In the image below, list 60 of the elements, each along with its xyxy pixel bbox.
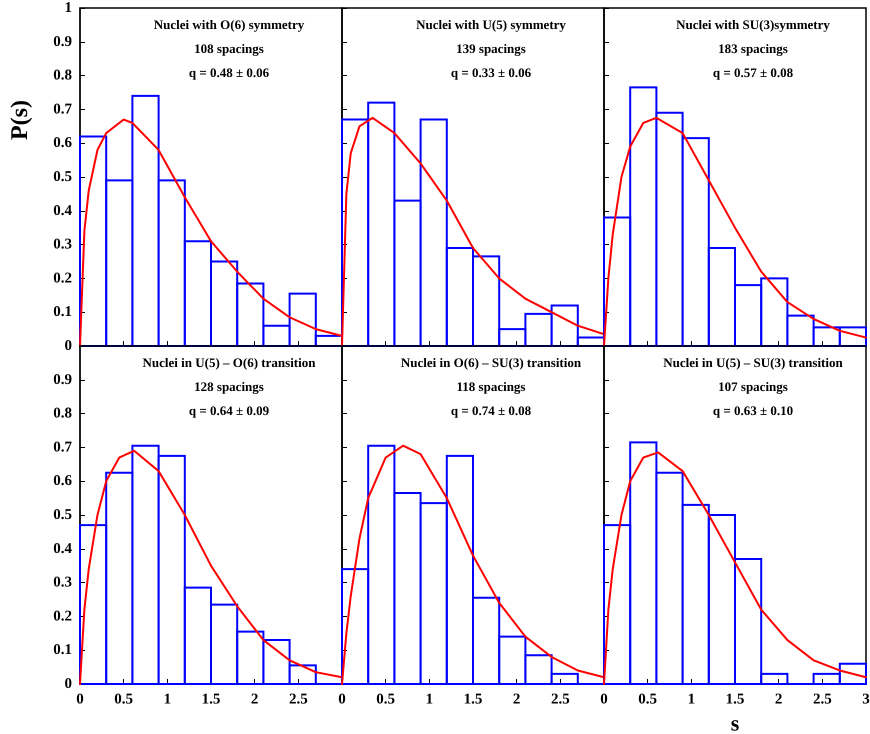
x-tick-label: 2.5 (812, 692, 832, 708)
y-tick-label: 0.2 (53, 270, 72, 286)
x-tick-label: 0.5 (638, 692, 658, 708)
x-tick-label: 0 (600, 692, 608, 708)
y-tick-label: 0.5 (53, 507, 72, 523)
annotation: q = 0.63 ± 0.10 (712, 403, 794, 418)
x-tick-label: 1.5 (726, 692, 744, 708)
x-tick-label: 1 (164, 692, 172, 708)
x-tick-label: 0 (338, 692, 346, 708)
x-tick-label: 0 (76, 692, 84, 708)
annotation: Nuclei with SU(3)symmetry (676, 17, 830, 32)
annotation: Nuclei in O(6) – SU(3) transition (400, 355, 582, 370)
annotation: q = 0.64 ± 0.09 (188, 403, 270, 418)
y-tick-label: 0.5 (53, 169, 72, 185)
y-tick-label: 0 (64, 676, 72, 692)
y-tick-label: 0.1 (53, 642, 72, 658)
annotation: Nuclei in U(5) – SU(3) transition (663, 355, 844, 370)
annotation: 183 spacings (718, 41, 788, 56)
y-tick-label: 0.4 (53, 540, 72, 557)
annotation: q = 0.48 ± 0.06 (188, 65, 270, 80)
x-tick-label: 3 (862, 692, 870, 708)
y-tick-label: 0.9 (53, 372, 72, 388)
y-tick-label: 0.7 (53, 439, 72, 456)
annotation: Nuclei with U(5) symmetry (416, 17, 566, 32)
y-tick-label: 0.6 (53, 473, 72, 490)
y-tick-label: 0.8 (53, 406, 72, 422)
annotation: q = 0.74 ± 0.08 (450, 403, 532, 418)
annotation: 128 spacings (194, 379, 264, 394)
y-tick-label: 0.9 (53, 34, 72, 50)
x-tick-label: 1.5 (202, 692, 220, 708)
y-tick-label: 0.8 (53, 68, 72, 84)
x-axis-title: s (730, 710, 740, 734)
x-tick-label: 1 (688, 692, 696, 708)
annotation: q = 0.33 ± 0.06 (450, 65, 532, 80)
annotation: q = 0.57 ± 0.08 (712, 65, 794, 80)
y-tick-label: 0.1 (53, 304, 72, 320)
y-tick-label: 1 (64, 0, 72, 16)
y-tick-label: 0.6 (53, 135, 72, 152)
y-tick-label: 0.2 (53, 608, 72, 624)
x-tick-label: 2.5 (550, 692, 570, 708)
x-tick-label: 0.5 (114, 692, 134, 708)
annotation: 139 spacings (456, 41, 526, 56)
x-tick-label: 1.5 (464, 692, 482, 708)
annotation: 108 spacings (194, 41, 264, 56)
x-tick-label: 1 (426, 692, 434, 708)
y-tick-label: 0.3 (53, 236, 72, 253)
y-tick-label: 0.3 (53, 574, 72, 591)
annotation: Nuclei in U(5) – O(6) transition (142, 355, 316, 370)
x-tick-label: 2 (512, 692, 520, 708)
y-tick-label: 0.7 (53, 101, 72, 118)
x-tick-label: 2.5 (288, 692, 308, 708)
annotation: 107 spacings (718, 379, 788, 394)
annotation: 118 spacings (456, 379, 526, 394)
annotation: Nuclei with O(6) symmetry (154, 17, 305, 32)
y-tick-label: 0.4 (53, 202, 72, 219)
x-tick-label: 2 (250, 692, 258, 708)
y-tick-label: 0 (64, 338, 72, 354)
y-axis-title: P(s) (7, 100, 33, 140)
x-tick-label: 0.5 (376, 692, 396, 708)
x-tick-label: 2 (774, 692, 782, 708)
